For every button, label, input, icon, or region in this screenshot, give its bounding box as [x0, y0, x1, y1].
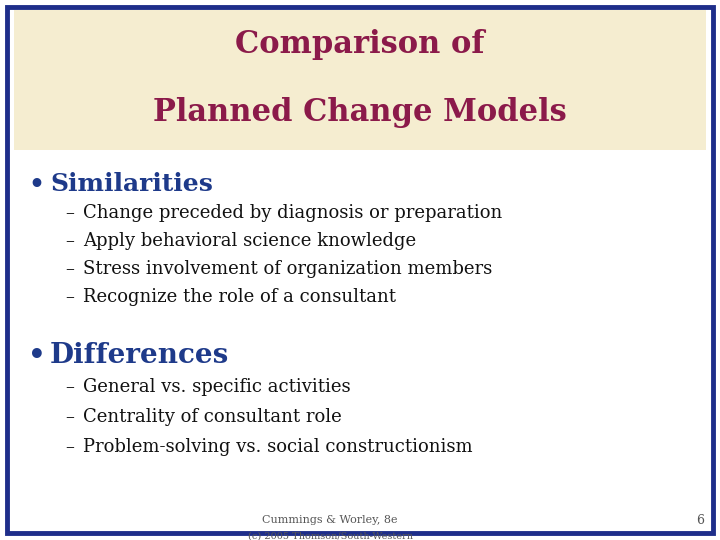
Text: 6: 6 — [696, 514, 704, 526]
Text: Stress involvement of organization members: Stress involvement of organization membe… — [83, 260, 492, 278]
Text: Recognize the role of a consultant: Recognize the role of a consultant — [83, 288, 396, 306]
Text: Similarities: Similarities — [50, 172, 213, 196]
Text: –: – — [65, 204, 74, 222]
Text: •: • — [28, 342, 46, 369]
Text: –: – — [65, 260, 74, 278]
Bar — [14, 10, 706, 150]
Text: (c) 2005 Thomson/South-Western: (c) 2005 Thomson/South-Western — [248, 531, 413, 540]
Text: –: – — [65, 408, 74, 426]
Text: General vs. specific activities: General vs. specific activities — [83, 378, 351, 396]
Text: –: – — [65, 288, 74, 306]
Text: –: – — [65, 232, 74, 250]
Text: Change preceded by diagnosis or preparation: Change preceded by diagnosis or preparat… — [83, 204, 503, 222]
Text: Centrality of consultant role: Centrality of consultant role — [83, 408, 342, 426]
Text: •: • — [28, 172, 44, 196]
Text: Cummings & Worley, 8e: Cummings & Worley, 8e — [262, 515, 397, 525]
Text: Apply behavioral science knowledge: Apply behavioral science knowledge — [83, 232, 416, 250]
Text: Comparison of: Comparison of — [235, 30, 485, 60]
Text: –: – — [65, 438, 74, 456]
Text: Planned Change Models: Planned Change Models — [153, 97, 567, 127]
Text: Problem-solving vs. social constructionism: Problem-solving vs. social constructioni… — [83, 438, 472, 456]
Text: Differences: Differences — [50, 342, 229, 369]
Text: –: – — [65, 378, 74, 396]
